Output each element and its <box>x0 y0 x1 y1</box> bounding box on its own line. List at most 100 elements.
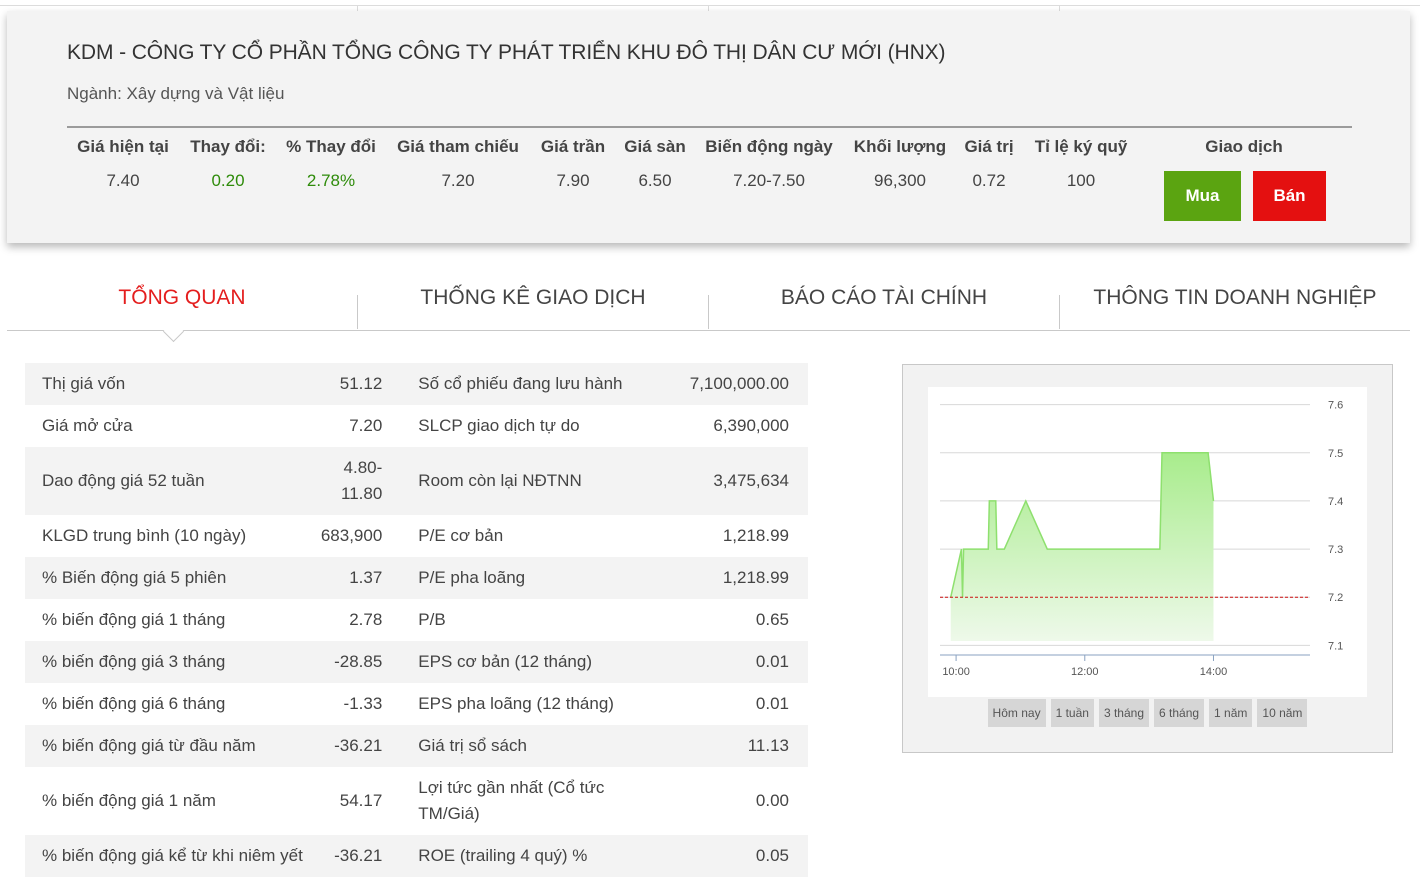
table-row: Giá mở cửa 7.20 SLCP giao dịch tự do 6,390,… <box>25 405 808 447</box>
stat-value: 3,475,634 <box>672 447 808 515</box>
stat-value: 683,900 <box>320 526 383 545</box>
stat-label: % Biến động giá 5 phiên <box>25 557 321 599</box>
range-button[interactable]: 3 tháng <box>1098 699 1149 727</box>
table-row: % Biến động giá 5 phiên 1.37 P/E pha loãng… <box>25 557 808 599</box>
tab-divider <box>1059 295 1060 329</box>
stat-value: 11.13 <box>672 725 808 767</box>
summary-value: Giá trị 0.72 <box>964 137 1014 190</box>
summary-margin-ratio: Tỉ lệ ký quỹ 100 <box>1034 137 1128 190</box>
stat-value: 0.00 <box>755 791 789 810</box>
trade-header: Giao dịch <box>1205 137 1283 156</box>
price-line <box>949 452 1215 598</box>
header-divider <box>67 126 1352 128</box>
stat-value: 4.80-11.80 <box>320 447 400 515</box>
stat-label: SLCP giao dịch tự do <box>418 416 580 435</box>
stat-label: KLGD trung bình (10 ngày) <box>42 526 247 545</box>
intraday-chart: 7.1 7.2 7.3 7.4 7.5 7.6 10:00 12:00 14:00 <box>928 387 1367 697</box>
stat-value: 7,100,000.00 <box>672 363 808 405</box>
stat-label: P/B <box>418 610 446 629</box>
table-row: % biến động giá kể từ khi niêm yết -36.21… <box>25 835 808 877</box>
chart-range-selector: Hôm nay 1 tuần 3 tháng 6 tháng 1 năm 10 năm <box>903 699 1392 727</box>
intraday-chart-svg: 7.1 7.2 7.3 7.4 7.5 7.6 10:00 12:00 14:00 <box>940 400 1343 678</box>
stat-value: 2.78 <box>349 610 383 629</box>
table-row: % biến động giá 6 tháng -1.33 EPS pha loãn… <box>25 683 808 725</box>
price-area <box>950 452 1214 641</box>
stat-label: Dao động giá 52 tuần <box>25 447 321 515</box>
stat-label: % biến động giá từ đầu năm <box>25 725 321 767</box>
stat-value: 6,390,000 <box>713 416 789 435</box>
stat-label: EPS cơ bản (12 tháng) <box>399 641 673 683</box>
tab-trading-statistics[interactable]: THỐNG KÊ GIAO DỊCH <box>420 286 646 309</box>
range-button[interactable]: 6 tháng <box>1154 699 1205 727</box>
top-border <box>0 5 1420 11</box>
summary-percent-change: % Thay đổi 2.78% <box>286 137 376 190</box>
stat-value: -28.85 <box>320 641 400 683</box>
stat-value: 54.17 <box>339 791 383 810</box>
y-tick-label: 7.5 <box>1328 448 1343 460</box>
stat-label: ROE (trailing 4 quý) % <box>399 835 673 877</box>
table-row: % biến động giá từ đầu năm -36.21 Giá trị … <box>25 725 808 767</box>
tab-divider <box>357 295 358 329</box>
company-title: KDM - CÔNG TY CỔ PHẦN TỔNG CÔNG TY PHÁT … <box>67 41 946 64</box>
table-row: % biến động giá 1 năm 54.17 Lợi tức gần nh… <box>25 767 808 835</box>
stat-label: Giá trị sổ sách <box>399 725 673 767</box>
y-tick-label: 7.6 <box>1328 400 1343 412</box>
range-button[interactable]: 1 tuần <box>1050 699 1094 727</box>
stat-value: 1.37 <box>320 557 400 599</box>
range-button[interactable]: 1 năm <box>1209 699 1253 727</box>
stat-value: -36.21 <box>320 835 400 877</box>
x-tick-label: 14:00 <box>1200 666 1228 678</box>
industry-label: Ngành: Xây dựng và Vật liệu <box>67 84 285 103</box>
buy-button[interactable]: Mua <box>1164 171 1241 221</box>
stat-value: 0.05 <box>672 835 808 877</box>
x-tick-label: 10:00 <box>942 666 970 678</box>
tab-company-info[interactable]: THÔNG TIN DOANH NGHIỆP <box>1093 286 1377 309</box>
quote-header-card: KDM - CÔNG TY CỔ PHẦN TỔNG CÔNG TY PHÁT … <box>7 11 1410 243</box>
summary-current-price: Giá hiện tại 7.40 <box>77 137 169 190</box>
stat-label: Giá mở cửa <box>42 416 133 435</box>
stat-label: Thị giá vốn <box>25 363 321 405</box>
stat-value: -36.21 <box>320 725 400 767</box>
tab-divider <box>708 295 709 329</box>
table-row: % biến động giá 1 tháng 2.78 P/B 0.65 <box>25 599 808 641</box>
stat-label: EPS pha loãng (12 tháng) <box>418 694 614 713</box>
table-row: Thị giá vốn 51.12 Số cổ phiếu đang lưu hàn… <box>25 363 808 405</box>
summary-change: Thay đổi: 0.20 <box>190 137 266 190</box>
y-tick-label: 7.1 <box>1328 640 1343 652</box>
overview-stats-table: Thị giá vốn 51.12 Số cổ phiếu đang lưu hàn… <box>25 363 808 877</box>
stat-label: % biến động giá 6 tháng <box>42 694 226 713</box>
summary-floor-price: Giá sàn 6.50 <box>624 137 686 190</box>
stat-label: Lợi tức gần nhất (Cổ tức TM/Giá) <box>418 778 605 823</box>
stat-label: % biến động giá 1 năm <box>42 791 216 810</box>
stat-label: % biến động giá 1 tháng <box>42 610 226 629</box>
range-button[interactable]: 10 năm <box>1257 699 1308 727</box>
stat-value: 0.65 <box>755 610 789 629</box>
price-chart-panel: 7.1 7.2 7.3 7.4 7.5 7.6 10:00 12:00 14:00 Hôm na… <box>902 364 1393 753</box>
summary-day-range: Biến động ngày 7.20-7.50 <box>705 137 833 190</box>
section-tabs: TỔNG QUAN THỐNG KÊ GIAO DỊCH BÁO CÁO TÀI… <box>7 270 1410 331</box>
stat-value: -1.33 <box>343 694 383 713</box>
stat-label: Số cổ phiếu đang lưu hành <box>399 363 673 405</box>
stat-label: P/E cơ bản <box>418 526 504 545</box>
stat-value: 7.20 <box>349 416 383 435</box>
stat-value: 0.01 <box>672 641 808 683</box>
stat-value: 1,218.99 <box>722 526 789 545</box>
tab-overview[interactable]: TỔNG QUAN <box>118 286 246 309</box>
table-row: Dao động giá 52 tuần 4.80-11.80 Room còn l… <box>25 447 808 515</box>
summary-reference-price: Giá tham chiếu 7.20 <box>397 137 519 190</box>
range-button[interactable]: Hôm nay <box>987 699 1046 727</box>
table-row: KLGD trung bình (10 ngày) 683,900 P/E cơ b… <box>25 515 808 557</box>
stat-label: % biến động giá kể từ khi niêm yết <box>25 835 321 877</box>
y-tick-label: 7.2 <box>1328 592 1343 604</box>
stat-value: 0.01 <box>755 694 789 713</box>
stat-label: P/E pha loãng <box>399 557 673 599</box>
x-tick-label: 12:00 <box>1071 666 1099 678</box>
stat-label: Room còn lại NĐTNN <box>399 447 673 515</box>
sell-button[interactable]: Bán <box>1253 171 1326 221</box>
tab-financial-reports[interactable]: BÁO CÁO TÀI CHÍNH <box>780 286 988 309</box>
stat-value: 1,218.99 <box>672 557 808 599</box>
y-tick-label: 7.3 <box>1328 544 1343 556</box>
y-tick-label: 7.4 <box>1328 496 1343 508</box>
stat-value: 51.12 <box>320 363 400 405</box>
summary-ceiling-price: Giá trần 7.90 <box>540 137 606 190</box>
